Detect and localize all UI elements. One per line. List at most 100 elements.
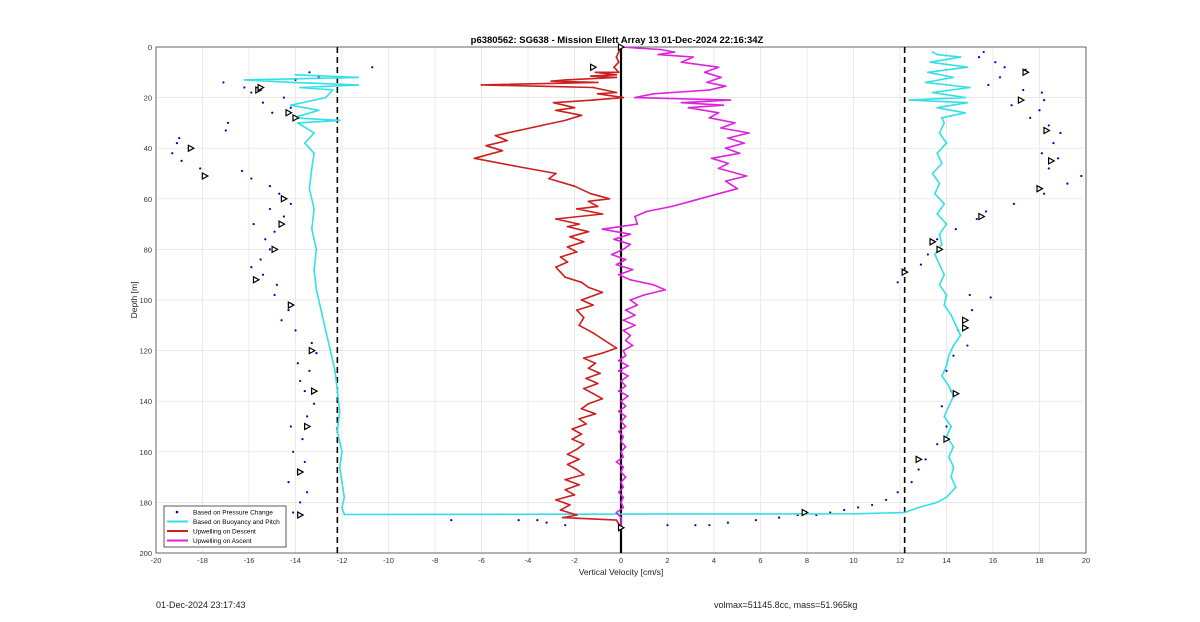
series-point-3 (745, 175, 748, 177)
pressure-dot (310, 341, 313, 345)
series-point-2 (575, 514, 578, 516)
series-point-2 (587, 367, 590, 370)
pressure-dot (564, 524, 567, 527)
series-point-2 (592, 86, 594, 89)
series-point-1 (945, 496, 948, 499)
series-point-3 (624, 258, 627, 261)
pressure-dot (268, 185, 272, 188)
series-point-3 (622, 506, 625, 509)
series-point-1 (338, 410, 341, 413)
pressure-dot (966, 344, 969, 347)
series-point-2 (617, 71, 620, 74)
y-tick-label: 100 (139, 296, 152, 305)
series-point-2 (541, 124, 543, 127)
series-point-3 (720, 127, 722, 129)
pressure-dot (1047, 124, 1050, 127)
triangle-marker (278, 220, 286, 229)
series-point-2 (517, 129, 520, 132)
series-point-1 (938, 263, 941, 266)
series-point-2 (585, 377, 588, 380)
pressure-dot (987, 83, 990, 87)
series-point-3 (717, 167, 720, 170)
pressure-dot (292, 511, 295, 514)
x-axis-label: Vertical Velocity [cm/s] (579, 567, 664, 577)
series-point-3 (680, 61, 683, 64)
triangle-marker (1048, 156, 1056, 165)
series-point-2 (555, 109, 557, 112)
series-point-3 (622, 496, 625, 499)
x-tick-label: -6 (478, 556, 485, 565)
series-point-2 (575, 208, 578, 210)
series-point-1 (952, 76, 955, 79)
legend: Based on Pressure Change Based on Buoyanc… (163, 505, 287, 548)
series-point-2 (594, 412, 597, 415)
series-point-1 (964, 111, 966, 114)
y-axis-label: Depth [m] (129, 282, 139, 319)
pressure-dot (926, 253, 930, 256)
pressure-dot (222, 81, 225, 84)
series-point-2 (585, 423, 588, 425)
pressure-dot (917, 468, 920, 471)
series-point-3 (734, 122, 736, 124)
series-point-3 (617, 390, 620, 392)
series-point-2 (589, 192, 592, 195)
series-point-1 (313, 132, 315, 134)
series-point-3 (622, 455, 625, 458)
triangle-marker (929, 237, 937, 246)
series-point-1 (357, 76, 360, 79)
pressure-dot (545, 521, 548, 524)
pressure-dot (694, 524, 697, 527)
series-point-2 (615, 519, 618, 522)
x-tick-label: -18 (197, 556, 208, 565)
series-point-3 (636, 223, 639, 226)
series-point-3 (636, 304, 639, 306)
triangle-marker (801, 508, 809, 517)
series-point-3 (624, 354, 627, 357)
series-point-2 (480, 84, 483, 86)
series-point-2 (587, 230, 590, 233)
series-point-3 (624, 445, 627, 448)
series-point-2 (617, 51, 620, 53)
series-point-1 (292, 81, 295, 84)
series-point-2 (552, 101, 555, 104)
pressure-dot (998, 76, 1002, 79)
series-point-1 (938, 182, 941, 185)
series-point-2 (580, 114, 583, 117)
series-point-1 (943, 122, 946, 124)
series-point-1 (329, 349, 332, 352)
series-point-3 (708, 89, 711, 91)
series-point-1 (938, 233, 941, 236)
series-point-3 (634, 215, 636, 218)
series-point-1 (313, 152, 315, 155)
series-point-2 (592, 99, 594, 102)
series-point-2 (538, 85, 541, 88)
series-point-3 (615, 461, 618, 463)
x-tick-label: -14 (290, 556, 301, 565)
series-point-3 (738, 152, 741, 155)
series-point-1 (959, 334, 962, 337)
series-point-3 (717, 111, 720, 114)
series-point-2 (601, 397, 604, 400)
pressure-dot (1003, 66, 1006, 69)
series-point-3 (617, 369, 620, 372)
series-point-3 (629, 233, 632, 236)
series-point-1 (931, 91, 934, 94)
series-point-2 (575, 309, 578, 312)
series-point-1 (950, 314, 953, 317)
series-point-3 (617, 491, 620, 494)
y-tick-label: 0 (148, 43, 152, 52)
pressure-dot (250, 177, 253, 180)
pressure-dot (301, 438, 304, 441)
pressure-dot (275, 283, 278, 286)
series-point-3 (724, 85, 727, 88)
series-point-2 (561, 516, 564, 519)
series-point-3 (620, 450, 622, 453)
triangle-marker (271, 245, 279, 254)
pressure-dot (273, 293, 276, 297)
pressure-dot (308, 369, 311, 372)
x-tick-label: 0 (619, 556, 623, 565)
series-point-3 (689, 200, 692, 203)
series-point-2 (571, 428, 574, 430)
pressure-dot (273, 230, 276, 233)
